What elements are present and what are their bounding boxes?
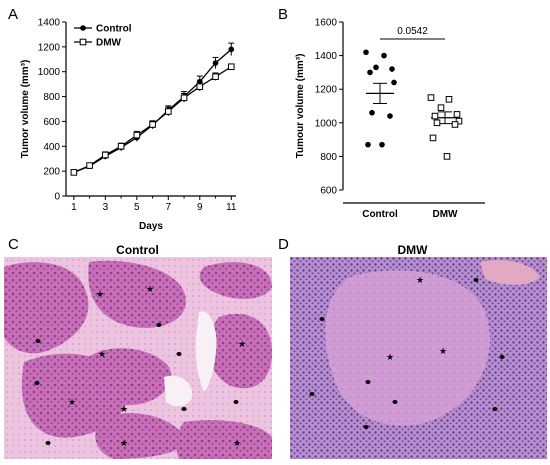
y-tick-label: 800 [320, 152, 337, 163]
data-point-control [363, 49, 369, 56]
y-tick-label: 1200 [315, 85, 338, 96]
data-point-control [212, 60, 219, 66]
y-tick-label: 1200 [38, 42, 61, 53]
data-point-control [196, 78, 203, 85]
control-photo-title: Control [116, 243, 159, 257]
data-point-dmw [431, 112, 439, 120]
dmw-photo-title: DMW [397, 243, 428, 257]
data-point-dmw [70, 169, 78, 176]
data-point-dmw [433, 119, 441, 127]
x-tick-label: 7 [166, 202, 172, 213]
data-point-dmw [429, 134, 437, 142]
data-point-control [379, 141, 385, 148]
data-point-dmw [453, 111, 461, 118]
svg-text:★: ★ [96, 289, 104, 299]
y-tick-label: 1000 [315, 118, 338, 129]
panel-a-letter: A [8, 6, 19, 23]
data-point-control [228, 46, 235, 53]
data-point-dmw [427, 94, 435, 101]
svg-text:★: ★ [439, 346, 447, 356]
data-point-dmw [86, 162, 93, 169]
data-point-control [367, 69, 373, 76]
svg-text:★: ★ [386, 352, 394, 362]
data-point-control [391, 79, 397, 86]
data-point-control [389, 66, 395, 72]
data-point-control [373, 64, 379, 71]
svg-text:★: ★ [146, 284, 154, 294]
svg-text:★: ★ [233, 438, 241, 448]
panel-d-letter: D [278, 236, 289, 253]
data-point-dmw [165, 108, 172, 115]
svg-text:★: ★ [416, 275, 424, 285]
y-tick-label: 600 [43, 117, 60, 128]
dmw-histology-image: ★ ★ ★ [290, 257, 547, 459]
x-tick-label: 11 [226, 202, 237, 213]
tumor-growth-line-chart: 0 200 400 600 800 1000 1200 1400 1 3 5 7 9 11 Days Tumo… [20, 18, 237, 233]
data-point-dmw [443, 153, 451, 160]
control-histology-image: ★ ★ ★ ★ ★ ★ ★ ★ [4, 257, 272, 459]
data-point-dmw [451, 121, 459, 128]
legend-label: Control [96, 24, 132, 35]
y-axis-label: Tumour volume (mm³) [295, 54, 306, 159]
data-point-dmw [180, 94, 188, 102]
x-tick-label: 5 [134, 202, 140, 213]
x-tick-label: 9 [197, 202, 203, 213]
y-tick-label: 1400 [38, 18, 61, 29]
data-point-dmw [196, 83, 204, 90]
data-point-control [365, 141, 371, 148]
series-line-control [73, 48, 232, 173]
panel-c-letter: C [8, 236, 19, 253]
x-tick-label: 1 [71, 202, 77, 213]
x-category-label: Control [362, 209, 398, 220]
y-tick-label: 1400 [315, 51, 338, 62]
svg-text:★: ★ [120, 438, 128, 448]
legend-label: DMW [96, 38, 122, 49]
svg-text:★: ★ [98, 349, 106, 359]
data-point-dmw [133, 131, 141, 139]
x-category-label: DMW [433, 209, 459, 220]
y-tick-label: 400 [43, 142, 60, 153]
y-tick-label: 0 [54, 192, 60, 203]
legend-marker-dmw [79, 38, 87, 46]
tumour-volume-dot-plot: 600 800 1000 1200 1400 1600 Tumour volume (mm³… [295, 18, 485, 220]
panel-b-letter: B [278, 6, 289, 23]
y-tick-label: 800 [43, 92, 60, 103]
legend-marker-control [80, 25, 86, 31]
data-point-dmw [212, 73, 219, 80]
data-point-control [387, 113, 393, 119]
x-axis-label: Days [139, 221, 163, 232]
y-tick-label: 600 [320, 186, 337, 197]
y-tick-label: 200 [43, 167, 60, 178]
x-tick-label: 3 [103, 202, 109, 213]
data-point-dmw [149, 121, 156, 128]
data-point-control [381, 52, 387, 59]
p-value-annotation: 0.0542 [397, 26, 428, 37]
data-point-dmw [227, 63, 235, 71]
svg-text:★: ★ [238, 339, 246, 349]
data-point-dmw [455, 117, 463, 125]
svg-text:★: ★ [68, 397, 76, 407]
data-point-dmw [117, 142, 125, 150]
data-point-control [369, 109, 375, 116]
svg-text:★: ★ [120, 404, 128, 414]
data-point-dmw [437, 104, 445, 111]
data-point-dmw [445, 95, 453, 103]
y-tick-label: 1600 [315, 18, 338, 29]
y-tick-label: 1000 [38, 67, 61, 78]
series-line-dmw [73, 66, 232, 173]
y-axis-label: Tumor volume (mm³) [20, 60, 31, 159]
data-point-dmw [102, 151, 109, 159]
